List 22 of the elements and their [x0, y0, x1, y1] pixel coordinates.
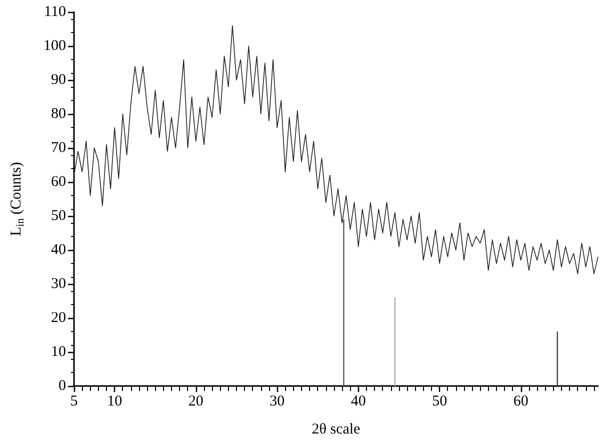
x-tick-label: 30 — [270, 394, 285, 410]
y-tick-label: 40 — [51, 242, 66, 258]
y-tick-label: 0 — [58, 378, 66, 394]
y-tick-label: 90 — [51, 72, 66, 88]
x-tick-label: 20 — [188, 394, 204, 410]
y-tick-label: 50 — [51, 208, 66, 224]
y-tick-label: 80 — [51, 106, 66, 122]
y-axis-title: Lin (Counts) — [8, 162, 26, 236]
line-series — [74, 25, 598, 274]
x-tick-label: 60 — [513, 394, 528, 410]
x-tick-label: 5 — [70, 394, 78, 410]
y-tick-label: 10 — [51, 344, 66, 360]
y-tick-label: 110 — [44, 4, 66, 20]
y-tick-label: 60 — [51, 174, 66, 190]
y-tick-label: 100 — [44, 38, 66, 54]
y-tick-label: 30 — [51, 276, 66, 292]
x-tick-label: 10 — [107, 394, 122, 410]
x-tick-label: 50 — [432, 394, 448, 410]
x-tick-label: 40 — [350, 394, 366, 410]
y-tick-label: 70 — [51, 140, 66, 156]
y-tick-label: 20 — [51, 310, 66, 326]
x-axis-title: 2θ scale — [312, 422, 361, 438]
